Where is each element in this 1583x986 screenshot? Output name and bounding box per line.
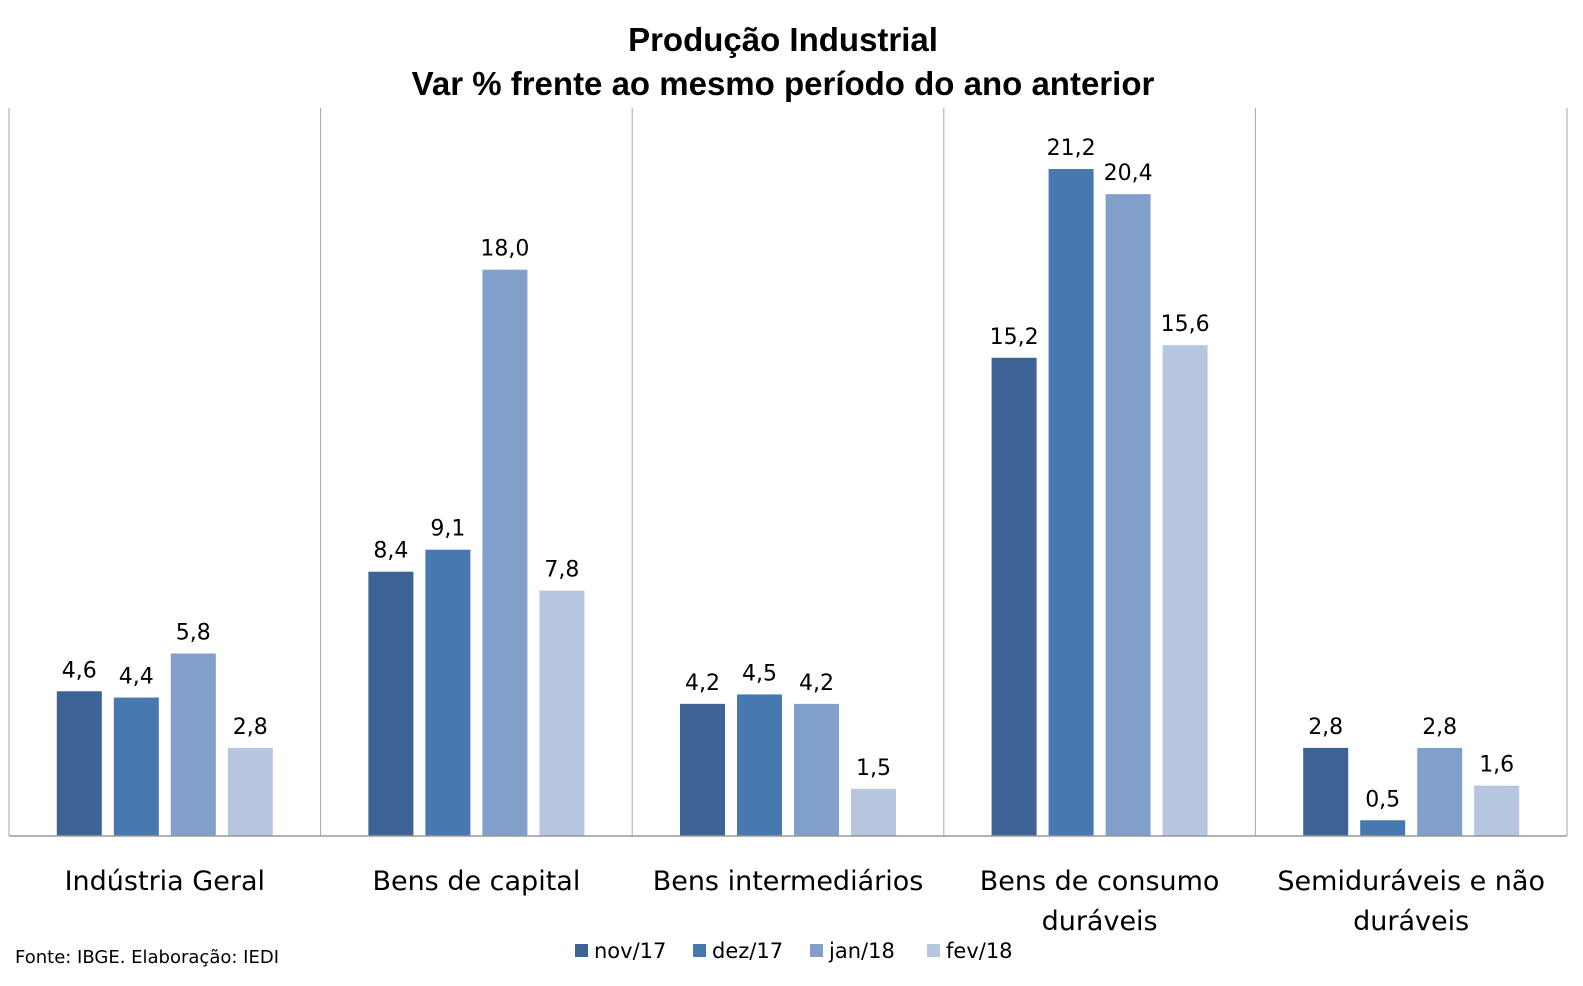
chart-title: Produção Industrial: [628, 21, 938, 58]
legend-label: nov/17: [594, 939, 666, 963]
data-label: 4,2: [799, 671, 834, 696]
chart-subtitle: Var % frente ao mesmo período do ano ant…: [412, 65, 1155, 102]
legend-swatch: [575, 944, 588, 957]
category-label: Bens de capital: [372, 866, 580, 897]
category-label: Indústria Geral: [65, 866, 265, 897]
bar: [113, 697, 159, 836]
legend-item: dez/17: [693, 939, 783, 963]
bar: [794, 703, 839, 836]
category-label: Semiduráveis e não: [1277, 866, 1545, 897]
legend-label: dez/17: [712, 939, 783, 963]
data-labels: 4,6 4,4 5,8 2,8 8,4 9,1 18,0 7,8 4,2 4,5 4,2 1,5 15,…: [62, 136, 1514, 812]
category-label: Bens intermediários: [653, 866, 924, 897]
data-label: 1,5: [856, 756, 891, 781]
bar: [1417, 747, 1463, 836]
bar: [1105, 194, 1151, 837]
category-label: duráveis: [1042, 906, 1158, 937]
bar: [56, 691, 102, 836]
data-label: 2,8: [1308, 715, 1343, 740]
bar: [1360, 820, 1406, 836]
data-label: 0,5: [1365, 787, 1400, 812]
legend-item: jan/18: [810, 939, 895, 963]
data-label: 8,4: [373, 539, 408, 564]
legend-label: jan/18: [828, 939, 895, 963]
bars: [56, 169, 1520, 837]
legend-swatch: [927, 944, 940, 957]
data-label: 4,2: [685, 671, 720, 696]
bar: [482, 269, 528, 836]
bar: [1474, 785, 1520, 836]
source-note: Fonte: IBGE. Elaboração: IEDI: [15, 947, 279, 968]
category-separators: [8, 108, 1568, 836]
legend-item: nov/17: [575, 939, 666, 963]
data-label: 9,1: [430, 517, 465, 542]
bar: [1303, 747, 1349, 836]
data-label: 15,6: [1161, 312, 1210, 337]
data-label: 4,4: [119, 665, 154, 690]
bar: [851, 788, 896, 836]
data-label: 5,8: [176, 621, 211, 646]
legend-item: fev/18: [927, 939, 1013, 963]
bar: [539, 590, 585, 836]
data-label: 7,8: [544, 558, 579, 583]
bar: [991, 357, 1037, 836]
bar: [680, 703, 725, 836]
bar: [227, 747, 273, 836]
bar: [170, 653, 216, 836]
category-labels: Indústria Geral Bens de capital Bens inter…: [65, 866, 1545, 937]
data-label: 2,8: [1422, 715, 1457, 740]
category-label: Bens de consumo: [980, 866, 1220, 897]
data-label: 4,5: [742, 661, 777, 686]
bar: [1048, 169, 1094, 836]
legend-label: fev/18: [946, 939, 1013, 963]
category-label: duráveis: [1353, 906, 1469, 937]
bar: [425, 549, 471, 836]
data-label: 18,0: [480, 237, 529, 262]
legend-swatch: [693, 944, 706, 957]
data-label: 21,2: [1047, 136, 1096, 161]
bar: [1162, 345, 1208, 836]
legend: nov/17 dez/17 jan/18 fev/18: [575, 939, 1013, 963]
data-label: 20,4: [1104, 161, 1153, 186]
data-label: 15,2: [990, 325, 1039, 350]
data-label: 4,6: [62, 658, 97, 683]
legend-swatch: [810, 944, 823, 957]
data-label: 2,8: [233, 715, 268, 740]
bar: [737, 694, 782, 836]
bar: [368, 571, 414, 836]
data-label: 1,6: [1479, 753, 1514, 778]
